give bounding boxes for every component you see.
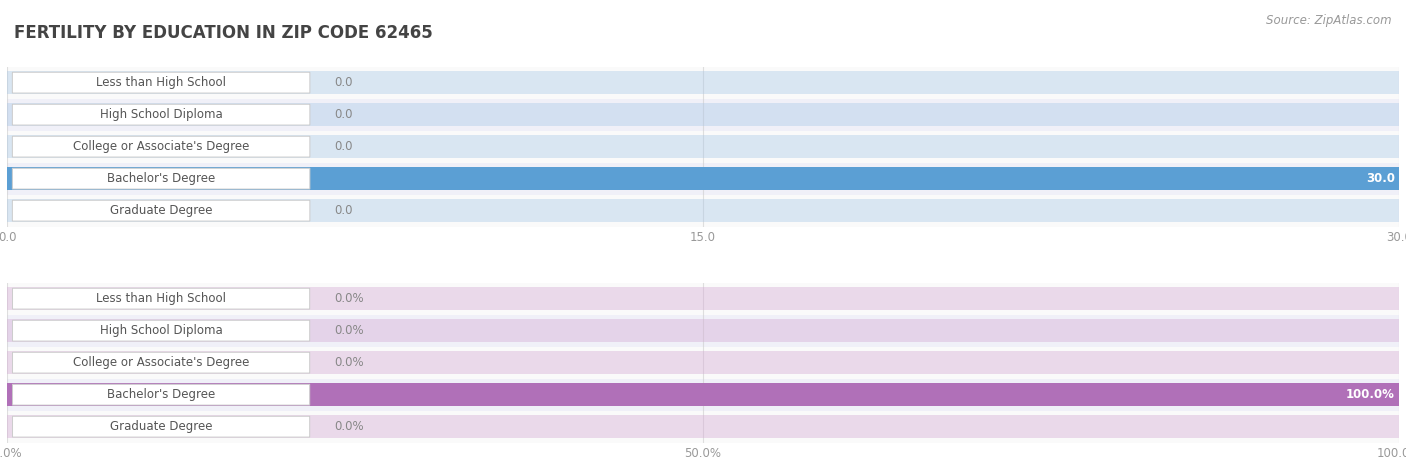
Text: 30.0: 30.0 <box>1365 172 1395 185</box>
Text: Source: ZipAtlas.com: Source: ZipAtlas.com <box>1267 14 1392 27</box>
Text: High School Diploma: High School Diploma <box>100 324 222 337</box>
Bar <box>7 411 1399 443</box>
FancyBboxPatch shape <box>13 384 309 405</box>
Bar <box>7 103 1399 126</box>
Text: 0.0: 0.0 <box>335 204 353 217</box>
Bar <box>7 287 1399 310</box>
FancyBboxPatch shape <box>13 320 309 341</box>
FancyBboxPatch shape <box>13 104 309 125</box>
Bar <box>7 135 1399 158</box>
FancyBboxPatch shape <box>13 136 309 157</box>
Text: Graduate Degree: Graduate Degree <box>110 204 212 217</box>
Text: Less than High School: Less than High School <box>96 76 226 89</box>
Text: College or Associate's Degree: College or Associate's Degree <box>73 356 249 369</box>
Text: 0.0: 0.0 <box>335 108 353 121</box>
Text: Bachelor's Degree: Bachelor's Degree <box>107 388 215 401</box>
Bar <box>7 167 1399 190</box>
Bar <box>7 283 1399 315</box>
Text: 0.0%: 0.0% <box>335 292 364 305</box>
Text: 100.0%: 100.0% <box>1346 388 1395 401</box>
Bar <box>7 351 1399 374</box>
Bar <box>7 71 1399 94</box>
Bar <box>7 67 1399 99</box>
Text: Less than High School: Less than High School <box>96 292 226 305</box>
Bar <box>7 319 1399 342</box>
FancyBboxPatch shape <box>13 200 309 221</box>
Text: 0.0%: 0.0% <box>335 324 364 337</box>
Text: FERTILITY BY EDUCATION IN ZIP CODE 62465: FERTILITY BY EDUCATION IN ZIP CODE 62465 <box>14 24 433 42</box>
Bar <box>7 383 1399 406</box>
FancyBboxPatch shape <box>13 352 309 373</box>
Text: 0.0: 0.0 <box>335 76 353 89</box>
Bar <box>7 163 1399 195</box>
Bar <box>7 315 1399 347</box>
Text: 0.0%: 0.0% <box>335 420 364 433</box>
Text: Graduate Degree: Graduate Degree <box>110 420 212 433</box>
Bar <box>7 379 1399 411</box>
FancyBboxPatch shape <box>13 288 309 309</box>
Bar <box>7 383 1399 406</box>
FancyBboxPatch shape <box>13 168 309 189</box>
Bar <box>7 415 1399 438</box>
Bar <box>7 195 1399 227</box>
Bar <box>7 167 1399 190</box>
Bar <box>7 347 1399 379</box>
Text: High School Diploma: High School Diploma <box>100 108 222 121</box>
Text: College or Associate's Degree: College or Associate's Degree <box>73 140 249 153</box>
Text: 0.0: 0.0 <box>335 140 353 153</box>
Bar <box>7 199 1399 222</box>
FancyBboxPatch shape <box>13 416 309 437</box>
Bar <box>7 99 1399 130</box>
Bar <box>7 130 1399 163</box>
Text: 0.0%: 0.0% <box>335 356 364 369</box>
FancyBboxPatch shape <box>13 72 309 93</box>
Text: Bachelor's Degree: Bachelor's Degree <box>107 172 215 185</box>
